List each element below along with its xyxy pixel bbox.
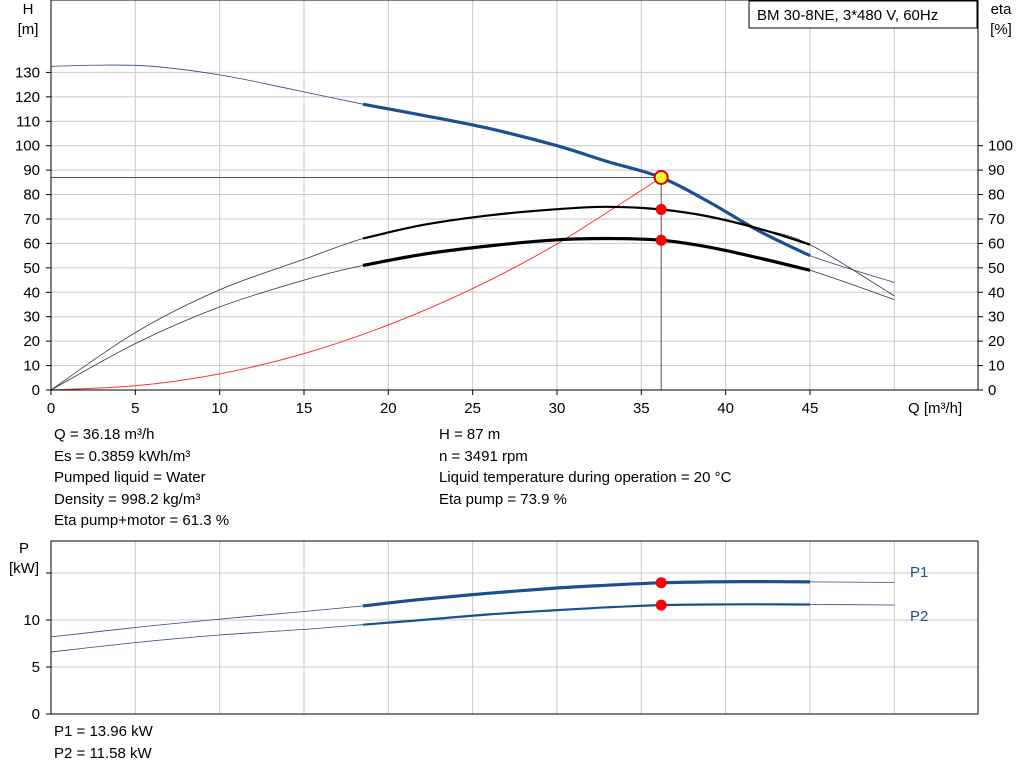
eta-tick-label: 20 (988, 333, 1005, 350)
pumped-liquid: Pumped liquid = Water (54, 469, 206, 486)
eta-tick-label: 40 (988, 284, 1005, 301)
p1-value: P1 = 13.96 kW (54, 723, 153, 740)
h-tick-label: 100 (15, 138, 40, 155)
h-value: H = 87 m (439, 426, 501, 443)
h-curve-working-range (362, 102, 811, 258)
h-axis-label: H (23, 1, 34, 18)
h-tick-label: 130 (15, 64, 40, 81)
system-curve (50, 177, 662, 391)
q-tick-label: 0 (47, 400, 55, 417)
h-tick-label: 20 (23, 333, 40, 350)
eta-pump-duty-point (655, 203, 667, 215)
q-tick-label: 30 (549, 400, 566, 417)
top-chart-series (50, 64, 895, 391)
top-chart-ticks: 0 5 10 15 20 25 30 35 40 450102030405060708090100… (15, 64, 1013, 417)
q-tick-label: 25 (464, 400, 481, 417)
pump-title-box (748, 0, 978, 29)
p2-duty-point (655, 599, 667, 611)
power-chart-ticks: 0 5 10 (23, 572, 51, 723)
top-chart-duty-point (653, 169, 669, 246)
eta-pump-value: Eta pump = 73.9 % (439, 490, 567, 508)
eta-tick-label: 90 (988, 162, 1005, 179)
h-axis-unit: [m] (18, 21, 39, 38)
eta-tick-label: 50 (988, 260, 1005, 277)
density-value: Density = 998.2 kg/m³ (54, 490, 201, 508)
p-axis-unit: [kW] (9, 560, 39, 577)
h-tick-label: 30 (23, 309, 40, 326)
eta-pump-curve-working-range (362, 205, 811, 246)
eta-pump-motor-duty-point (655, 234, 667, 246)
eta-tick-label: 0 (988, 382, 996, 399)
q-axis-label: Q [m³/h] (908, 400, 962, 417)
q-tick-label: 45 (802, 400, 819, 417)
operating-info-right: H = 87 m n = 3491 rpm Liquid temperature… (439, 424, 731, 510)
h-tick-label: 40 (23, 284, 40, 301)
h-tick-label: 80 (23, 187, 40, 204)
h-tick-label: 110 (16, 113, 40, 130)
eta-tick-label: 30 (988, 309, 1005, 326)
eta-axis-label: eta (991, 1, 1013, 18)
p2-curve-working-range (362, 603, 811, 626)
eta-tick-label: 60 (988, 235, 1005, 252)
p-tick-label: 10 (23, 612, 40, 629)
eta-tick-label: 70 (988, 211, 1005, 228)
p-tick-label: 0 (32, 706, 40, 723)
p2-value: P2 = 11.58 kW (54, 744, 152, 762)
power-chart-duty-points (655, 577, 667, 611)
h-tick-label: 10 (23, 358, 40, 375)
h-tick-label: 70 (23, 211, 40, 228)
p1-curve-working-range (362, 579, 811, 608)
eta-tick-label: 10 (988, 358, 1005, 375)
speed-value: n = 3491 rpm (439, 447, 528, 465)
power-chart-series (50, 579, 895, 653)
liquid-temperature: Liquid temperature during operation = 20… (439, 469, 732, 486)
power-chart-frame (50, 540, 979, 715)
q-tick-label: 10 (211, 400, 228, 417)
h-tick-label: 90 (23, 162, 40, 179)
q-tick-label: 15 (296, 400, 313, 417)
h-tick-label: 0 (32, 382, 40, 399)
q-tick-label: 40 (717, 400, 734, 417)
q-value: Q = 36.18 m³/h (54, 426, 155, 443)
power-info: P1 = 13.96 kW P2 = 11.58 kW (54, 721, 153, 764)
h-tick-label: 60 (23, 235, 40, 252)
eta-pump-motor-curve-working-range (362, 236, 811, 272)
eta-pump-motor-value: Eta pump+motor = 61.3 % (54, 512, 230, 529)
p1-duty-point (655, 577, 667, 589)
q-tick-label: 5 (131, 400, 139, 417)
es-value: Es = 0.3859 kWh/m³ (54, 447, 191, 465)
power-chart-grid (51, 541, 978, 714)
q-tick-label: 35 (633, 400, 650, 417)
top-chart-grid (51, 0, 978, 390)
operating-info-left: Q = 36.18 m³/h Es = 0.3859 kWh/m³ Pumped… (54, 424, 229, 532)
p-axis-label: P (19, 540, 29, 557)
eta-tick-label: 100 (988, 138, 1013, 155)
p-tick-label: 5 (32, 659, 40, 676)
h-duty-point (653, 169, 669, 185)
h-tick-label: 50 (23, 260, 40, 277)
pump-title: BM 30-8NE, 3*480 V, 60Hz (757, 7, 938, 24)
p2-series-label: P2 (910, 608, 928, 625)
q-tick-label: 20 (380, 400, 397, 417)
eta-tick-label: 80 (988, 187, 1005, 204)
h-tick-label: 120 (15, 89, 40, 106)
p1-series-label: P1 (910, 564, 928, 581)
eta-axis-unit: [%] (990, 21, 1012, 38)
